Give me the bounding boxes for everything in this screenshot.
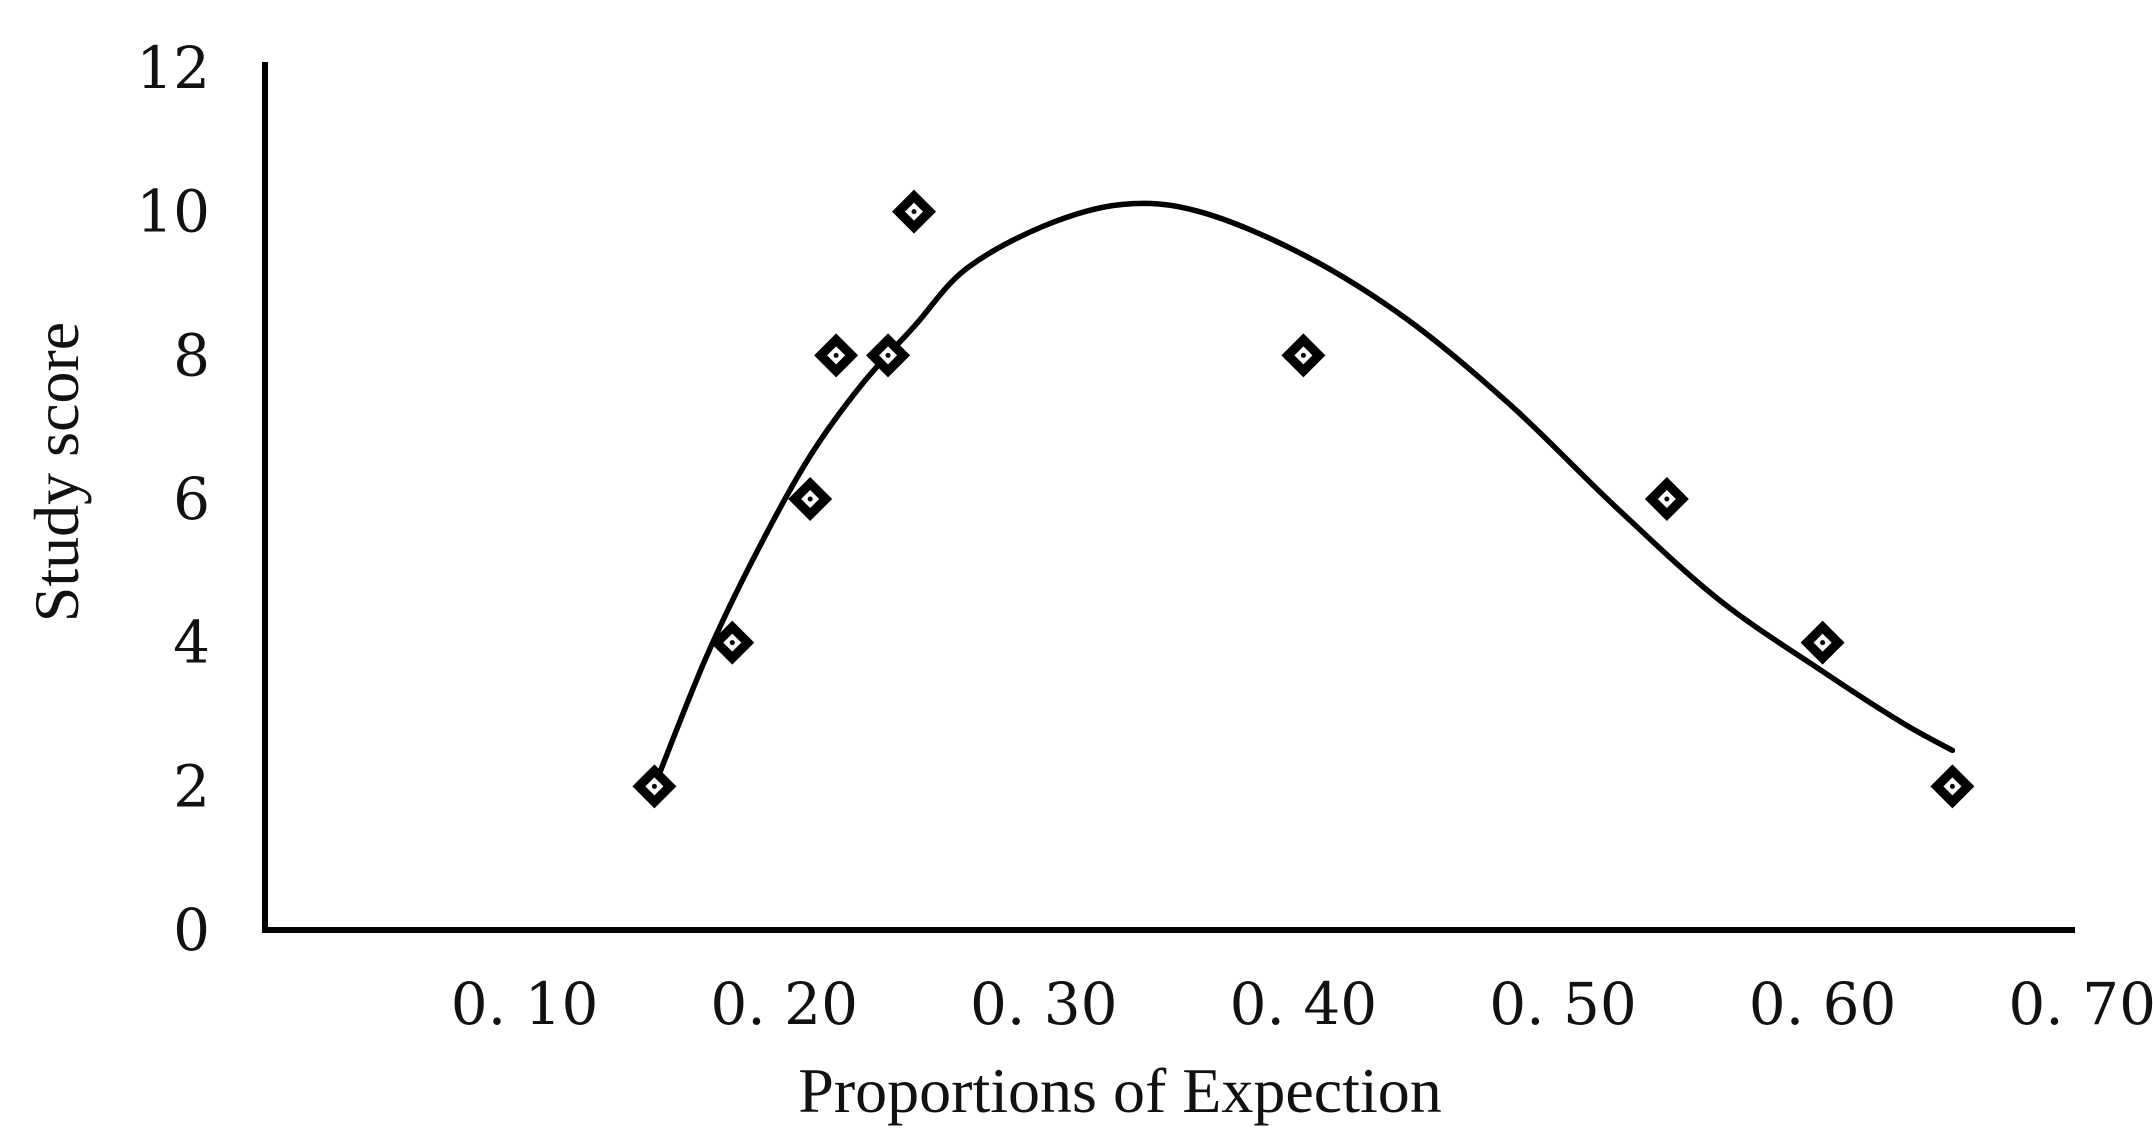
y-tick-label: 0 bbox=[173, 896, 210, 964]
x-tick-label: 0. 20 bbox=[710, 970, 858, 1038]
data-point bbox=[1281, 333, 1326, 378]
x-tick-label: 0. 50 bbox=[1489, 970, 1637, 1038]
y-tick-label: 12 bbox=[136, 34, 210, 102]
y-tick-label: 10 bbox=[136, 178, 210, 246]
x-tick-label: 0. 60 bbox=[1749, 970, 1897, 1038]
x-tick-label: 0. 30 bbox=[970, 970, 1118, 1038]
data-point bbox=[866, 333, 911, 378]
y-axis-title: Study score bbox=[21, 322, 92, 622]
data-point bbox=[1644, 477, 1689, 521]
x-axis-tick-labels: 0. 10 0. 20 0. 30 0. 40 0. 50 0. 60 0. 70 bbox=[451, 970, 2153, 1038]
y-tick-label: 4 bbox=[173, 609, 210, 677]
data-points bbox=[632, 189, 1975, 809]
data-point bbox=[1930, 764, 1975, 809]
y-tick-label: 2 bbox=[173, 752, 210, 820]
x-tick-label: 0. 70 bbox=[2008, 970, 2153, 1038]
trend-curve bbox=[651, 200, 1956, 790]
data-point bbox=[632, 764, 677, 809]
data-point bbox=[1800, 620, 1845, 665]
x-axis-title: Proportions of Expection bbox=[798, 1055, 1441, 1126]
data-point bbox=[814, 333, 859, 378]
data-point bbox=[710, 620, 755, 665]
data-point bbox=[892, 189, 936, 234]
y-axis-tick-labels: 0 2 4 6 8 10 12 bbox=[136, 34, 210, 964]
y-tick-label: 8 bbox=[173, 321, 210, 389]
data-point bbox=[788, 477, 833, 521]
x-tick-label: 0. 10 bbox=[451, 970, 599, 1038]
y-tick-label: 6 bbox=[173, 465, 210, 533]
x-tick-label: 0. 40 bbox=[1230, 970, 1378, 1038]
